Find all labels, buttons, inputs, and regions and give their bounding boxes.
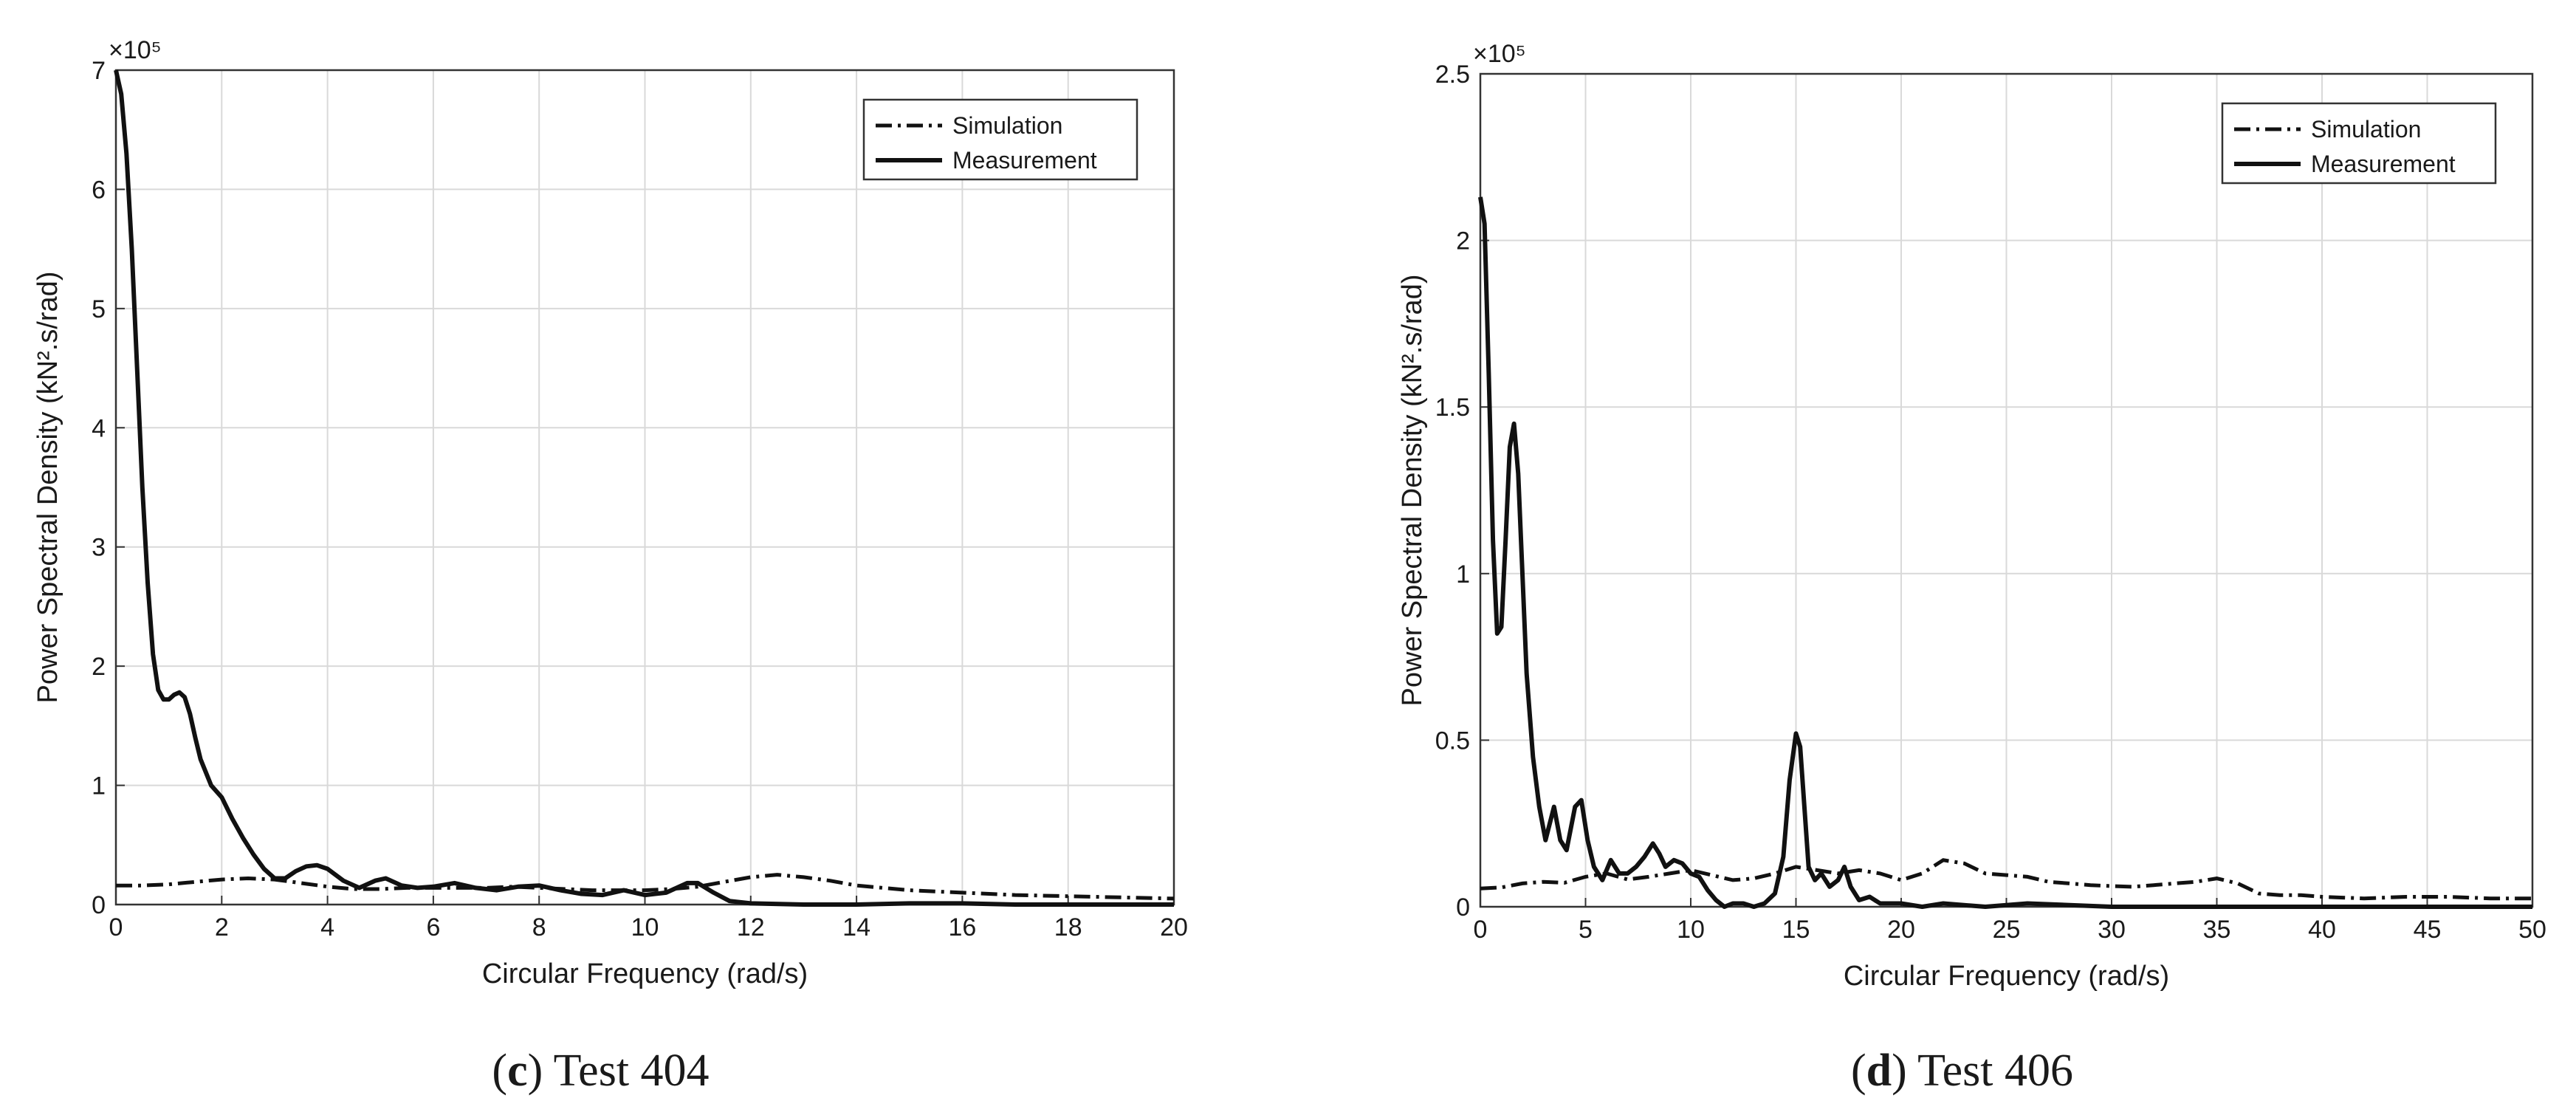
caption-letter-c: c <box>507 1046 528 1096</box>
y-tick-label-5-c: 5 <box>92 295 106 323</box>
x-tick-label-8-c: 16 <box>948 913 976 941</box>
y-axis-label-c: Power Spectral Density (kN².s/rad) <box>32 272 63 704</box>
x-axis-label-d: Circular Frequency (rad/s) <box>1844 961 2169 992</box>
x-tick-label-2-d: 10 <box>1677 916 1705 944</box>
ticks-d: 0 5 10 15 20 25 30 35 40 45 50 0 0.5 1 1.5 2 2.5 <box>1435 61 2546 944</box>
x-tick-label-6-d: 30 <box>2098 916 2126 944</box>
x-tick-label-4-c: 8 <box>532 913 546 941</box>
chart-panel-d: 0 5 10 15 20 25 30 35 40 45 50 0 0.5 1 1.5 2 2.5 ×10⁵ Ci… <box>1397 40 2546 1096</box>
grid-d <box>1480 73 2533 908</box>
caption-d: (d) Test 406 <box>1851 1046 2073 1096</box>
y-tick-label-6-c: 6 <box>92 176 106 204</box>
x-tick-label-8-d: 40 <box>2308 916 2336 944</box>
grid-c <box>115 69 1175 905</box>
y-tick-label-3-c: 3 <box>92 534 106 562</box>
x-tick-label-10-c: 20 <box>1160 913 1188 941</box>
legend-c: Simulation Measurement <box>862 98 1138 181</box>
x-tick-label-7-d: 35 <box>2203 916 2231 944</box>
x-tick-label-7-c: 14 <box>842 913 870 941</box>
series-measurement-line-d <box>1478 196 2532 909</box>
legend-measurement-label-c: Measurement <box>952 147 1097 174</box>
y-axis-label-d: Power Spectral Density (kN².s/rad) <box>1397 275 1428 707</box>
x-tick-label-4-d: 20 <box>1887 916 1915 944</box>
x-tick-label-10-d: 50 <box>2518 916 2546 944</box>
x-tick-label-1-d: 5 <box>1579 916 1593 944</box>
y-tick-label-2-c: 2 <box>92 653 106 681</box>
y-tick-label-3-d: 1.5 <box>1435 394 1470 422</box>
x-tick-label-9-c: 18 <box>1054 913 1082 941</box>
y-multiplier-c: ×10⁵ <box>109 36 162 64</box>
x-tick-label-0-d: 0 <box>1474 916 1488 944</box>
y-tick-label-5-d: 2.5 <box>1435 61 1470 89</box>
series-measurement-line-c <box>114 69 1174 907</box>
y-tick-label-0-c: 0 <box>92 891 106 919</box>
y-tick-label-7-c: 7 <box>92 57 106 85</box>
x-tick-label-0-c: 0 <box>109 913 123 941</box>
caption-text-c: ) Test 404 <box>528 1046 710 1096</box>
legend-simulation-label-c: Simulation <box>952 112 1062 139</box>
legend-box-c <box>862 98 1138 181</box>
y-tick-label-1-d: 0.5 <box>1435 727 1470 755</box>
x-tick-label-5-d: 25 <box>1993 916 2021 944</box>
y-tick-label-1-c: 1 <box>92 772 106 800</box>
caption-c: (c) Test 404 <box>492 1046 709 1096</box>
caption-text-d: ) Test 406 <box>1892 1046 2073 1096</box>
x-tick-label-9-d: 45 <box>2414 916 2442 944</box>
x-tick-label-3-d: 15 <box>1782 916 1810 944</box>
y-tick-label-0-d: 0 <box>1456 893 1470 922</box>
legend-simulation-label-d: Simulation <box>2311 116 2421 143</box>
x-axis-label-c: Circular Frequency (rad/s) <box>482 958 808 989</box>
legend-measurement-label-d: Measurement <box>2311 151 2456 177</box>
legend-d: Simulation Measurement <box>2221 102 2497 185</box>
x-tick-label-3-c: 6 <box>426 913 440 941</box>
y-tick-label-4-d: 2 <box>1456 227 1470 255</box>
x-tick-label-1-c: 2 <box>215 913 229 941</box>
series-simulation-line-d <box>1480 858 2532 901</box>
caption-letter-d: d <box>1866 1046 1892 1096</box>
legend-box-d <box>2221 102 2497 185</box>
y-tick-label-2-d: 1 <box>1456 560 1470 589</box>
x-tick-label-2-c: 4 <box>320 913 334 941</box>
y-tick-label-4-c: 4 <box>92 414 106 442</box>
x-tick-label-6-c: 12 <box>737 913 765 941</box>
x-tick-label-5-c: 10 <box>631 913 659 941</box>
y-multiplier-d: ×10⁵ <box>1473 40 1526 68</box>
